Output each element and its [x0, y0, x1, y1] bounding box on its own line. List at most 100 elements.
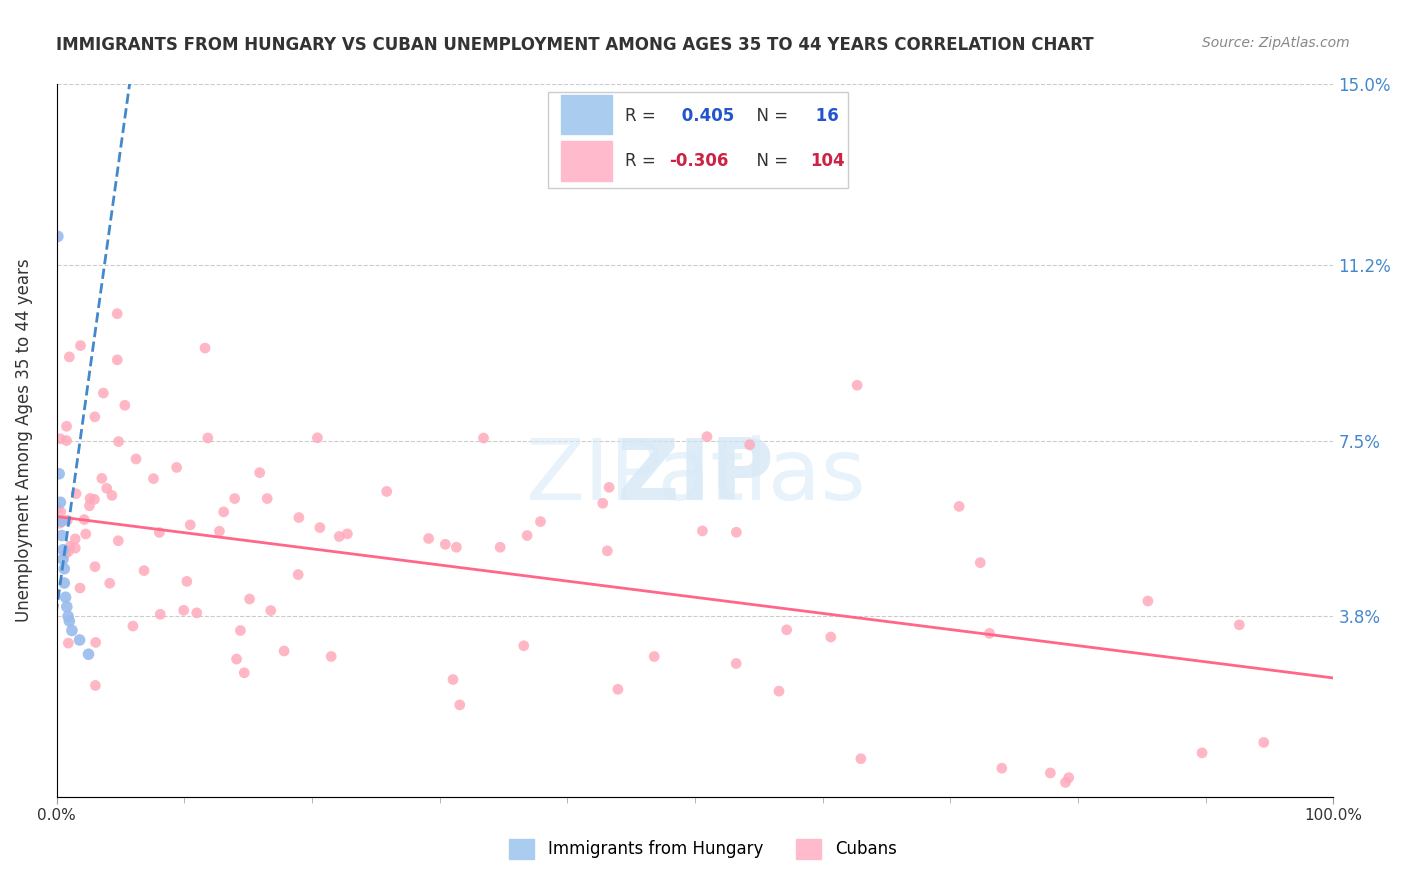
Cubans: [179, 517, 201, 532]
Cubans: [1253, 735, 1275, 749]
Immigrants from Hungary: [48, 467, 70, 481]
Immigrants from Hungary: [56, 609, 79, 624]
Cubans: [84, 559, 107, 574]
Cubans: [149, 607, 172, 622]
Cubans: [105, 352, 128, 367]
Cubans: [249, 466, 271, 480]
Cubans: [84, 635, 107, 649]
Cubans: [513, 639, 536, 653]
Cubans: [224, 491, 246, 506]
Cubans: [166, 460, 188, 475]
Cubans: [598, 480, 620, 494]
Cubans: [256, 491, 278, 506]
Cubans: [979, 626, 1001, 640]
Cubans: [592, 496, 614, 510]
Cubans: [441, 673, 464, 687]
Cubans: [418, 532, 440, 546]
Cubans: [606, 682, 628, 697]
Y-axis label: Unemployment Among Ages 35 to 44 years: Unemployment Among Ages 35 to 44 years: [15, 259, 32, 623]
Cubans: [83, 492, 105, 507]
Cubans: [107, 533, 129, 548]
Cubans: [969, 556, 991, 570]
Cubans: [84, 678, 107, 692]
Cubans: [79, 499, 101, 513]
Cubans: [194, 341, 217, 355]
Cubans: [309, 520, 332, 534]
Cubans: [725, 525, 748, 540]
Cubans: [49, 432, 72, 446]
Cubans: [186, 606, 208, 620]
Cubans: [489, 540, 512, 554]
Immigrants from Hungary: [77, 647, 100, 661]
Cubans: [176, 574, 198, 589]
Cubans: [260, 603, 283, 617]
Cubans: [776, 623, 799, 637]
Cubans: [208, 524, 231, 539]
Cubans: [516, 528, 538, 542]
Cubans: [79, 491, 101, 506]
Cubans: [105, 307, 128, 321]
Text: R =: R =: [624, 152, 661, 169]
Cubans: [1054, 775, 1077, 789]
Cubans: [1057, 771, 1080, 785]
Immigrants from Hungary: [56, 599, 79, 614]
Cubans: [56, 513, 79, 527]
Cubans: [692, 524, 714, 538]
Cubans: [449, 698, 471, 712]
Cubans: [212, 505, 235, 519]
Text: Source: ZipAtlas.com: Source: ZipAtlas.com: [1202, 36, 1350, 50]
Cubans: [101, 488, 124, 502]
Text: ZIPatlas: ZIPatlas: [524, 434, 865, 517]
Cubans: [55, 434, 77, 448]
Text: IMMIGRANTS FROM HUNGARY VS CUBAN UNEMPLOYMENT AMONG AGES 35 TO 44 YEARS CORRELAT: IMMIGRANTS FROM HUNGARY VS CUBAN UNEMPLO…: [56, 36, 1094, 54]
Cubans: [107, 434, 129, 449]
Cubans: [238, 592, 260, 607]
Cubans: [98, 576, 121, 591]
Cubans: [55, 419, 77, 434]
Cubans: [197, 431, 219, 445]
Cubans: [48, 516, 70, 531]
Immigrants from Hungary: [46, 229, 69, 244]
Cubans: [725, 657, 748, 671]
Immigrants from Hungary: [53, 562, 76, 576]
Immigrants from Hungary: [69, 632, 91, 647]
Text: 16: 16: [810, 108, 838, 126]
Cubans: [321, 649, 343, 664]
Cubans: [738, 438, 761, 452]
Cubans: [96, 481, 118, 495]
Cubans: [643, 649, 665, 664]
Cubans: [49, 505, 72, 519]
Cubans: [122, 619, 145, 633]
Text: ZIP: ZIP: [616, 434, 773, 517]
Cubans: [1191, 746, 1213, 760]
Text: N =: N =: [747, 108, 793, 126]
Cubans: [58, 636, 80, 650]
Cubans: [59, 539, 82, 553]
Cubans: [63, 532, 86, 546]
Cubans: [125, 452, 148, 467]
Cubans: [991, 761, 1014, 775]
Cubans: [69, 581, 91, 595]
Immigrants from Hungary: [52, 552, 75, 566]
Immigrants from Hungary: [52, 542, 75, 557]
Text: N =: N =: [747, 152, 793, 169]
Cubans: [75, 527, 97, 541]
Cubans: [768, 684, 790, 698]
Immigrants from Hungary: [60, 624, 83, 638]
Cubans: [173, 603, 195, 617]
Cubans: [287, 567, 309, 582]
Text: -0.306: -0.306: [669, 152, 728, 169]
Cubans: [58, 544, 80, 558]
Cubans: [948, 500, 970, 514]
Cubans: [529, 515, 551, 529]
Immigrants from Hungary: [55, 591, 77, 605]
Cubans: [1039, 766, 1062, 780]
Cubans: [142, 472, 165, 486]
Cubans: [90, 471, 112, 485]
Cubans: [1136, 594, 1159, 608]
Cubans: [288, 510, 311, 524]
Cubans: [375, 484, 398, 499]
Cubans: [328, 529, 350, 543]
FancyBboxPatch shape: [548, 92, 848, 187]
Cubans: [233, 665, 256, 680]
